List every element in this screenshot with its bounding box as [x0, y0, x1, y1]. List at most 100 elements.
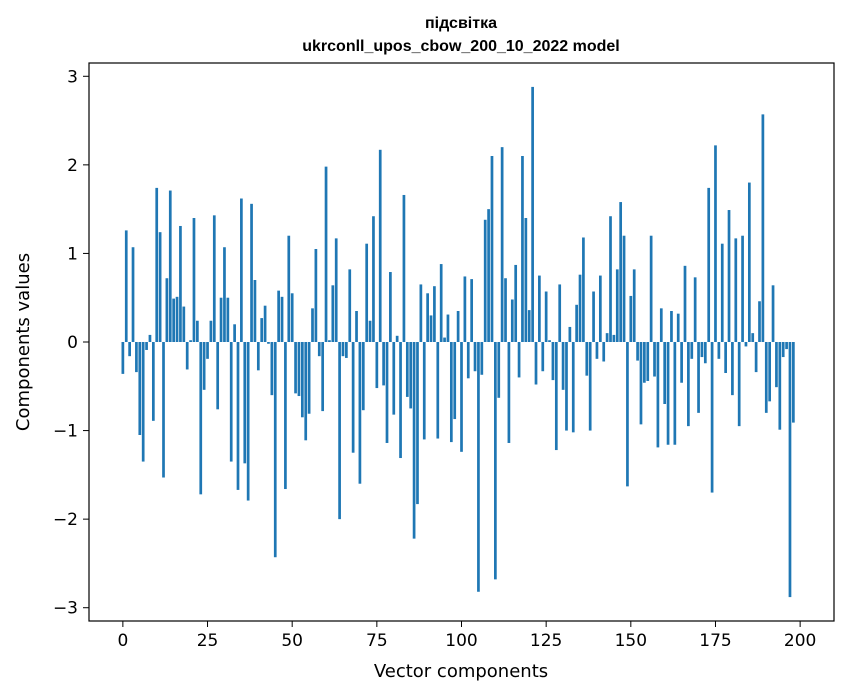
bar-component-46	[277, 290, 280, 342]
bar-component-40	[256, 342, 260, 371]
bar-component-73	[368, 320, 372, 342]
bar-component-188	[758, 301, 761, 342]
x-tick-label: 125	[530, 631, 562, 651]
x-tick-label: 100	[445, 631, 477, 651]
bar-component-159	[659, 308, 663, 342]
bar-component-30	[223, 247, 226, 342]
bar-component-67	[348, 269, 352, 342]
bar-component-137	[585, 342, 589, 376]
bar-component-36	[243, 342, 247, 464]
chart-title-line2: ukrconll_upos_cbow_200_10_2022 model	[302, 38, 619, 55]
bar-component-187	[754, 342, 758, 373]
bar-component-105	[477, 342, 480, 592]
bar-component-147	[619, 202, 623, 342]
bar-component-27	[212, 215, 216, 342]
bar-component-82	[399, 342, 402, 459]
bar-component-84	[405, 342, 409, 397]
bar-component-193	[775, 342, 778, 388]
bar-component-164	[676, 313, 680, 342]
bar-component-177	[720, 243, 724, 342]
bar-component-1	[124, 230, 128, 342]
bar-component-53	[300, 342, 304, 418]
bar-component-132	[568, 326, 572, 342]
bar-component-145	[612, 334, 616, 342]
bar-component-9	[151, 342, 155, 421]
bar-component-71	[361, 342, 365, 411]
bar-component-127	[551, 342, 555, 381]
bar-component-185	[747, 182, 751, 342]
bar-component-172	[703, 342, 707, 364]
y-axis-label: Components values	[13, 253, 34, 431]
x-axis-ticks: 0 25 50 75 100 125 150 175 200	[117, 621, 816, 651]
bar-component-173	[707, 187, 711, 342]
bar-component-122	[534, 342, 538, 385]
bar-component-124	[541, 342, 545, 372]
bar-component-130	[561, 342, 565, 390]
bar-component-38	[250, 203, 253, 342]
bar-component-10	[155, 187, 159, 342]
bar-component-69	[355, 311, 358, 342]
bar-component-24	[202, 342, 206, 390]
bar-component-56	[311, 308, 314, 342]
y-tick-label: 0	[67, 333, 78, 353]
bar-component-125	[544, 291, 548, 342]
bar-component-196	[785, 342, 788, 350]
bar-component-111	[497, 342, 501, 398]
bar-component-162	[670, 311, 673, 342]
bar-component-68	[351, 342, 355, 453]
bar-component-151	[632, 269, 636, 342]
bar-component-133	[571, 342, 575, 433]
bar-component-78	[385, 342, 389, 443]
x-tick-label: 175	[699, 631, 731, 651]
bar-component-113	[504, 278, 507, 342]
bar-component-117	[517, 342, 521, 378]
bar-component-58	[317, 342, 321, 357]
bars-group	[121, 86, 795, 598]
bar-component-15	[172, 298, 176, 342]
bar-component-60	[324, 166, 328, 342]
bar-component-101	[463, 276, 467, 342]
bar-component-32	[229, 342, 233, 462]
bar-component-89	[422, 342, 426, 440]
bar-component-184	[744, 342, 748, 347]
bar-component-139	[592, 291, 595, 342]
x-tick-label: 25	[197, 631, 219, 651]
bar-component-31	[226, 297, 230, 342]
bar-component-160	[663, 342, 667, 404]
bar-component-138	[588, 342, 592, 431]
bar-component-136	[582, 237, 585, 342]
bar-component-142	[602, 342, 606, 362]
bar-component-123	[538, 275, 541, 342]
bar-component-61	[328, 340, 331, 342]
bar-component-197	[788, 342, 792, 598]
bar-component-163	[673, 342, 677, 445]
bar-component-2	[128, 342, 131, 357]
bar-component-119	[524, 218, 528, 342]
x-tick-label: 200	[784, 631, 816, 651]
bar-component-5	[138, 342, 142, 435]
bar-component-21	[192, 218, 196, 342]
bar-component-128	[554, 342, 558, 451]
bar-component-169	[693, 277, 697, 342]
bar-component-20	[189, 340, 192, 342]
bar-component-51	[294, 342, 297, 394]
bar-component-189	[761, 114, 765, 343]
bar-component-107	[483, 219, 487, 342]
bar-component-96	[446, 314, 450, 342]
bar-component-39	[253, 280, 257, 342]
bar-component-146	[615, 269, 619, 342]
bar-component-52	[297, 342, 301, 397]
bar-component-86	[412, 342, 416, 539]
bar-component-153	[639, 342, 643, 425]
y-tick-label: 3	[67, 67, 78, 87]
bar-component-168	[690, 342, 694, 359]
bar-component-93	[436, 342, 440, 439]
bar-component-106	[480, 342, 484, 375]
bar-component-161	[666, 342, 670, 445]
bar-component-141	[598, 275, 602, 342]
bar-component-155	[646, 342, 650, 381]
bar-component-45	[273, 342, 277, 558]
bar-component-54	[304, 342, 308, 441]
bar-component-180	[731, 342, 734, 396]
